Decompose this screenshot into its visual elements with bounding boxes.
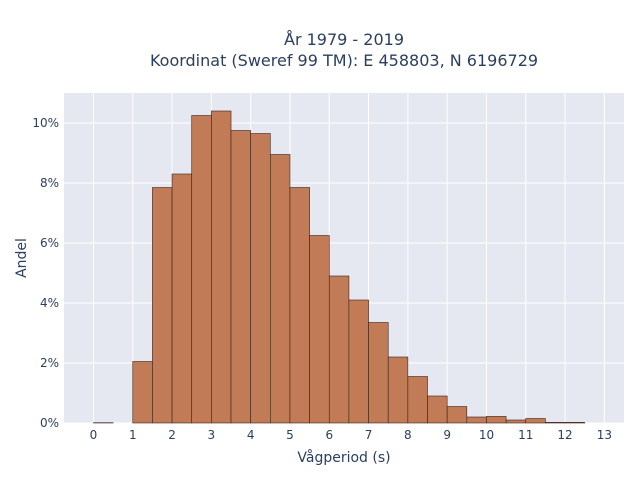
histogram-bar [289,187,310,424]
x-tick-label: 3 [208,428,216,442]
histogram-bar [427,395,448,424]
histogram-bar [348,299,369,424]
x-tick-label: 9 [443,428,451,442]
histogram-bar [545,422,566,424]
x-tick-label: 13 [597,428,612,442]
histogram-bar [446,406,468,424]
y-axis-label: Andel [14,238,30,278]
y-tick-label: 2% [40,356,59,370]
x-tick-label: 0 [90,428,98,442]
y-tick-label: 10% [32,116,59,130]
histogram-bar [486,416,507,424]
histogram-bar [328,275,350,424]
histogram-bar [250,133,271,424]
y-tick-label: 0% [40,416,59,430]
histogram-bar [171,173,193,424]
y-tick-label: 4% [40,296,59,310]
histogram-bar [387,356,409,424]
histogram-bar [309,235,330,424]
histogram-bar [152,187,173,424]
x-tick-label: 10 [479,428,494,442]
x-tick-label: 8 [404,428,412,442]
histogram-bar [368,322,389,424]
x-tick-label: 6 [325,428,333,442]
chart-title-line-2: Koordinat (Sweref 99 TM): E 458803, N 61… [150,51,538,70]
histogram-bar [407,376,428,424]
x-axis-label: Vågperiod (s) [297,449,390,466]
x-tick-label: 2 [168,428,176,442]
y-tick-label: 8% [40,176,59,190]
x-tick-label: 5 [286,428,294,442]
y-tick-labels: 0% 2% 4% 6% 8% 10% [32,116,59,430]
x-tick-label: 7 [365,428,373,442]
histogram-bar [466,416,487,424]
x-tick-label: 12 [557,428,572,442]
histogram-bar [505,419,527,424]
histogram-bar [270,154,291,424]
x-tick-label: 1 [129,428,137,442]
histogram-bars [93,110,586,424]
chart-title-line-1: År 1979 - 2019 [284,30,404,49]
histogram-bar [191,115,212,424]
histogram-bar [525,418,546,424]
x-tick-labels: 0 1 2 3 4 5 6 7 8 9 10 11 12 13 [90,428,612,442]
histogram-bar [132,361,153,424]
y-tick-label: 6% [40,236,59,250]
x-tick-label: 4 [247,428,255,442]
histogram-bar [564,422,586,424]
x-tick-label: 11 [518,428,533,442]
histogram-bar [230,130,251,424]
histogram-bar [211,110,232,424]
